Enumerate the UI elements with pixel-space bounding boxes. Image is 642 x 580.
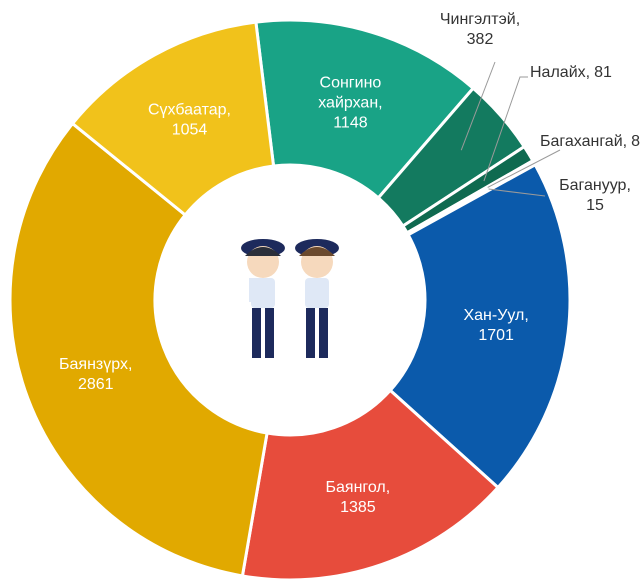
value-label: 1148 (333, 114, 368, 131)
value-label: 1385 (340, 499, 376, 516)
value-label: 382 (467, 31, 494, 48)
slice-label: Багануур, 15 (559, 177, 631, 214)
category-label: Баянзүрх, (59, 356, 132, 373)
value-label: 8 (631, 133, 640, 150)
leader-line (483, 76, 528, 182)
category-label: Багахангай, (540, 133, 627, 150)
slice-label: Чингэлтэй, 382 (440, 11, 520, 48)
leader-line (460, 61, 496, 151)
slice (254, 18, 476, 201)
slice-label: Хан-Уул, 1701 (463, 307, 528, 344)
category-label: Налайх, (530, 64, 590, 81)
slice (8, 121, 269, 578)
value-label: 1054 (172, 121, 208, 138)
leader-line (487, 149, 561, 188)
value-label: 2861 (78, 376, 114, 393)
slice (240, 388, 501, 580)
category-label: Багануур, (559, 177, 631, 194)
slice (70, 20, 276, 218)
category-label: Сонгино хайрхан, (318, 74, 382, 111)
slice-label: Баянгол, 1385 (326, 479, 391, 516)
category-label: Сүхбаатар, (148, 101, 231, 118)
slice (388, 162, 572, 490)
category-label: Чингэлтэй, (440, 11, 520, 28)
police-icon (241, 239, 339, 358)
slice-label: Багахангай, 8 (540, 133, 640, 150)
category-label: Хан-Уул, (463, 307, 528, 324)
value-label: 1701 (478, 327, 514, 344)
value-label: 15 (586, 197, 604, 214)
value-label: 81 (594, 64, 612, 81)
category-label: Баянгол, (326, 479, 391, 496)
slice-label: Налайх, 81 (530, 64, 612, 81)
leader-line (488, 188, 546, 197)
slice-label: Сүхбаатар, 1054 (148, 101, 231, 138)
slice-label: Баянзүрх, 2861 (59, 356, 132, 393)
slice-label: Сонгино хайрхан, 1148 (318, 74, 382, 131)
